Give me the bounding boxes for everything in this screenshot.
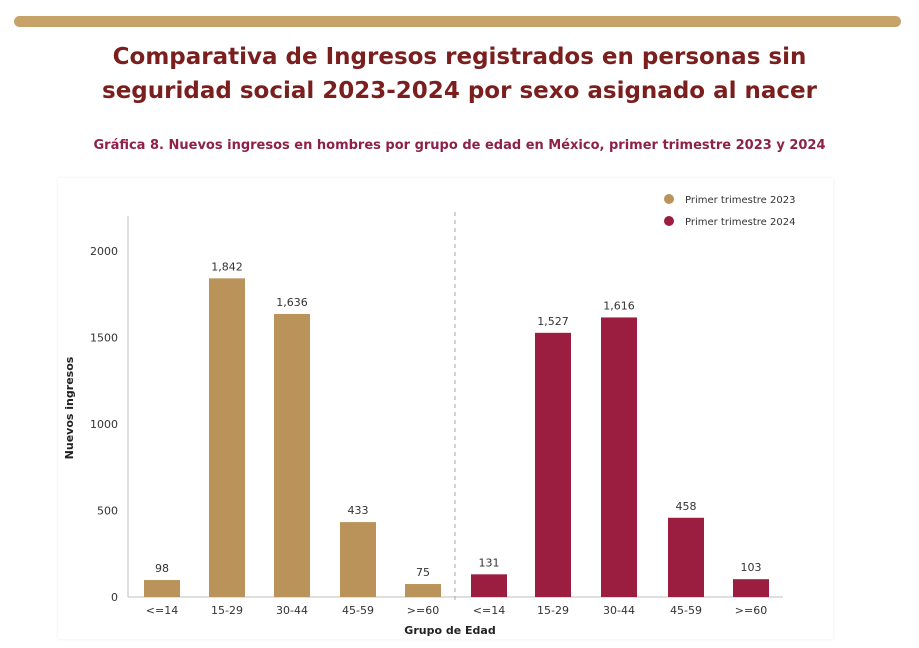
bar: [471, 574, 507, 597]
bar: [733, 579, 769, 597]
bar-value-label: 458: [676, 500, 697, 513]
bar: [340, 522, 376, 597]
x-tick-label: 15-29: [211, 604, 243, 617]
bar-value-label: 75: [416, 566, 430, 579]
bar-value-label: 131: [479, 556, 500, 569]
chart-subtitle: Gráfica 8. Nuevos ingresos en hombres po…: [93, 138, 826, 153]
legend-marker: [664, 194, 674, 204]
bar: [144, 580, 180, 597]
page-title-line-1: Comparativa de Ingresos registrados en p…: [112, 44, 807, 70]
bar-value-label: 1,636: [276, 296, 308, 309]
x-tick-label: <=14: [473, 604, 505, 617]
y-axis-label: Nuevos ingresos: [63, 356, 76, 459]
y-tick-label: 2000: [90, 245, 118, 258]
x-tick-label: 45-59: [342, 604, 374, 617]
y-tick-label: 0: [111, 591, 118, 604]
legend-label: Primer trimestre 2024: [685, 217, 795, 228]
bar: [601, 317, 637, 597]
legend-marker: [664, 216, 674, 226]
x-tick-label: 30-44: [276, 604, 308, 617]
x-axis-label: Grupo de Edad: [404, 624, 495, 637]
bar: [209, 278, 245, 597]
x-tick-label: >=60: [407, 604, 439, 617]
bar: [668, 517, 704, 597]
bar-value-label: 433: [348, 504, 369, 517]
bar-value-label: 1,842: [211, 260, 243, 273]
y-tick-label: 500: [97, 505, 118, 518]
bar-value-label: 103: [741, 561, 762, 574]
x-tick-label: 15-29: [537, 604, 569, 617]
top-accent-bar: [14, 16, 901, 27]
x-tick-label: <=14: [146, 604, 178, 617]
bar: [274, 313, 310, 597]
x-tick-label: 30-44: [603, 604, 635, 617]
bar: [405, 584, 441, 597]
bar-value-label: 1,616: [603, 299, 635, 312]
y-tick-label: 1500: [90, 332, 118, 345]
x-tick-label: >=60: [735, 604, 767, 617]
page-title: Comparativa de Ingresos registrados en p…: [0, 40, 919, 108]
page-title-line-2: seguridad social 2023-2024 por sexo asig…: [102, 78, 817, 104]
legend-label: Primer trimestre 2023: [685, 195, 795, 206]
bar-value-label: 98: [155, 562, 169, 575]
x-tick-label: 45-59: [670, 604, 702, 617]
bar: [535, 332, 571, 597]
bar-value-label: 1,527: [537, 315, 569, 328]
y-tick-label: 1000: [90, 418, 118, 431]
